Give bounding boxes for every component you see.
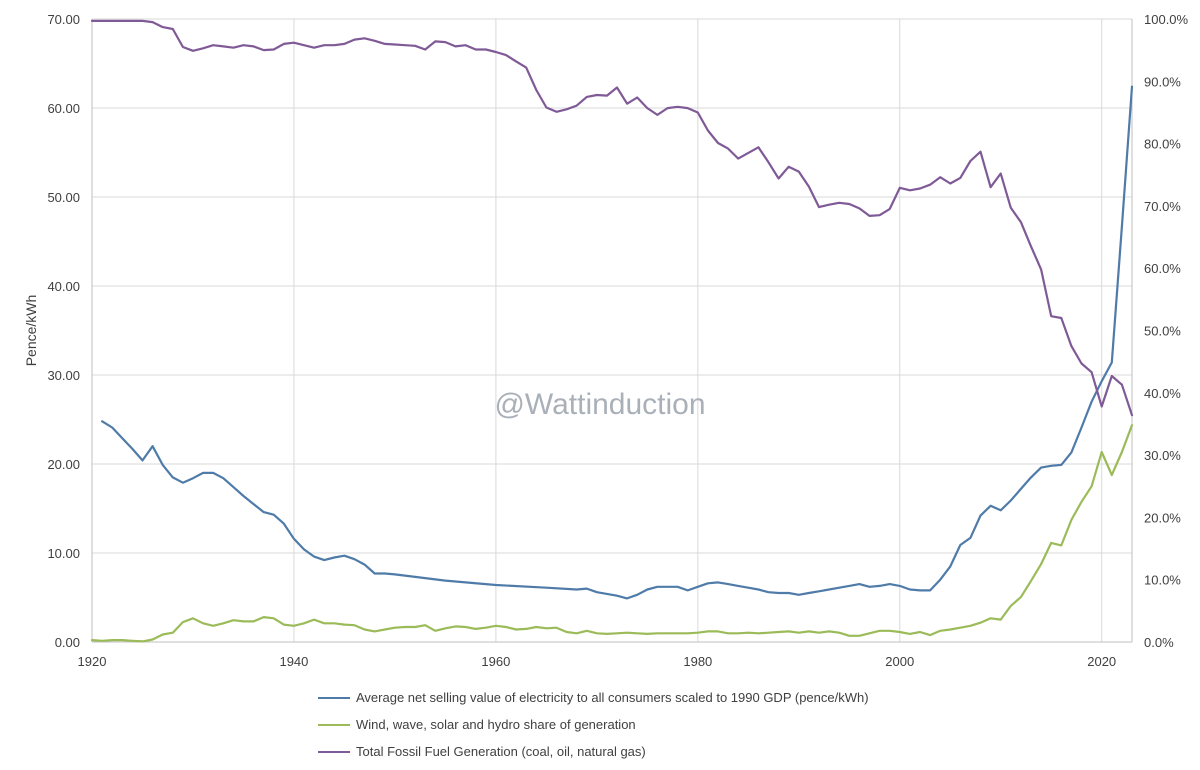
x-tick-label: 1960 [481,654,510,669]
y2-tick-label: 10.0% [1144,573,1181,588]
legend-swatch [318,696,350,699]
x-tick-label: 2000 [885,654,914,669]
x-tick-label: 1920 [78,654,107,669]
legend-item: Wind, wave, solar and hydro share of gen… [318,711,958,738]
legend-swatch [318,750,350,753]
y2-tick-label: 20.0% [1144,510,1181,525]
series-line-3 [90,19,1134,417]
y2-tick-label: 80.0% [1144,137,1181,152]
y-tick-label: 20.00 [47,457,80,472]
legend-label: Average net selling value of electricity… [356,690,869,705]
y2-tick-label: 100.0% [1144,12,1189,27]
y2-tick-label: 70.0% [1144,199,1181,214]
y2-tick-label: 40.0% [1144,386,1181,401]
y-tick-label: 10.00 [47,546,80,561]
y2-tick-label: 50.0% [1144,324,1181,339]
series-line-1 [100,85,1134,600]
x-tick-label: 1980 [683,654,712,669]
legend-item: Total Fossil Fuel Generation (coal, oil,… [318,738,958,765]
legend-label: Total Fossil Fuel Generation (coal, oil,… [356,744,646,759]
gridlines [91,18,1132,643]
legend: Average net selling value of electricity… [318,684,958,765]
y2-tick-label: 0.0% [1144,635,1174,650]
x-tick-label: 2020 [1087,654,1116,669]
legend-swatch [318,723,350,726]
tick-labels: 0.00 10.00 20.00 30.00 40.00 50.00 60.00 70.00 0… [47,12,1188,669]
y2-tick-label: 30.0% [1144,448,1181,463]
y2-tick-label: 90.0% [1144,74,1181,89]
legend-item: Average net selling value of electricity… [318,684,958,711]
watermark-text: @Wattinduction [494,388,705,421]
y-axis-title: Pence/kWh [23,295,39,367]
y-tick-label: 0.00 [55,635,80,650]
y-tick-label: 40.00 [47,279,80,294]
series-lines [90,19,1134,643]
y-tick-label: 60.00 [47,101,80,116]
y2-tick-label: 60.0% [1144,261,1181,276]
y-tick-label: 30.00 [47,368,80,383]
x-tick-label: 1940 [279,654,308,669]
axes [91,19,1133,643]
series-line-2 [90,424,1134,643]
y-tick-label: 70.00 [47,12,80,27]
y-tick-label: 50.00 [47,190,80,205]
legend-label: Wind, wave, solar and hydro share of gen… [356,717,636,732]
